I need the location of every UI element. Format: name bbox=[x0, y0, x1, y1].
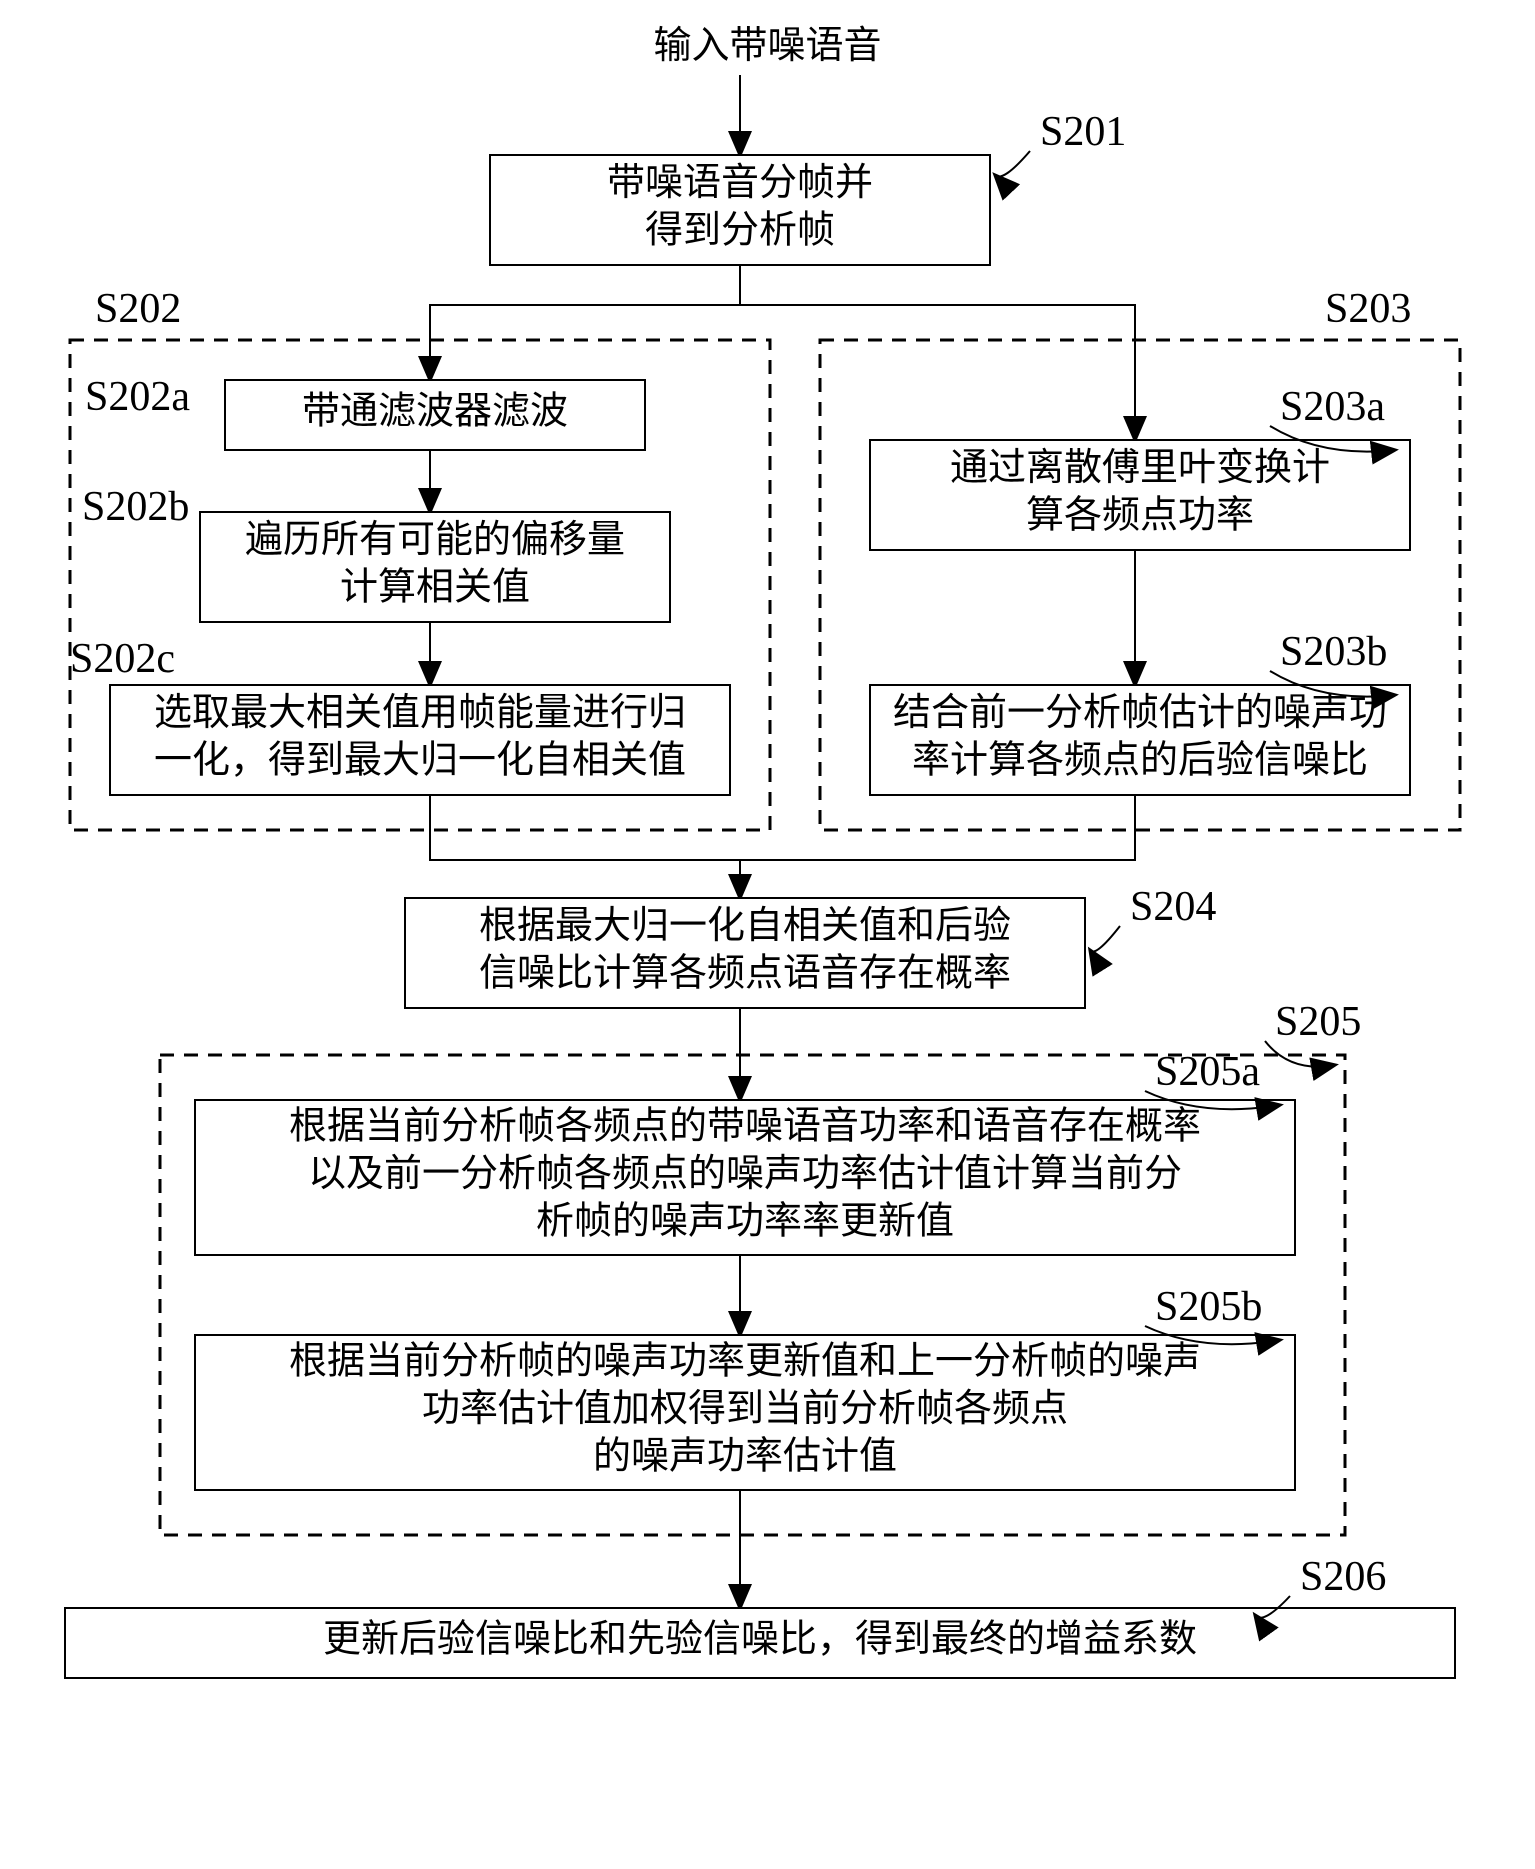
label-s202b: S202b bbox=[82, 484, 189, 530]
flowchart: 带噪语音分帧并得到分析帧带通滤波器滤波遍历所有可能的偏移量计算相关值选取最大相关… bbox=[0, 0, 1535, 1869]
label-s202: S202 bbox=[95, 286, 181, 332]
leader-s204 bbox=[1090, 926, 1120, 952]
title: 输入带噪语音 bbox=[653, 25, 881, 67]
label-s203a: S203a bbox=[1280, 384, 1385, 430]
label-s202a: S202a bbox=[85, 374, 190, 420]
edge-3 bbox=[740, 305, 1135, 440]
label-s204: S204 bbox=[1130, 884, 1216, 930]
edge-8 bbox=[740, 795, 1135, 860]
node-s202a-text: 带通滤波器滤波 bbox=[302, 391, 568, 433]
edge-7 bbox=[430, 795, 740, 860]
label-s203b: S203b bbox=[1280, 629, 1387, 675]
label-s202c: S202c bbox=[70, 636, 175, 682]
label-s205a: S205a bbox=[1155, 1049, 1260, 1095]
node-s206-text: 更新后验信噪比和先验信噪比，得到最终的增益系数 bbox=[323, 1619, 1197, 1661]
label-s206: S206 bbox=[1300, 1554, 1386, 1600]
label-s201: S201 bbox=[1040, 109, 1126, 155]
label-s205: S205 bbox=[1275, 999, 1361, 1045]
leader-s201 bbox=[995, 151, 1030, 177]
label-s203: S203 bbox=[1325, 286, 1411, 332]
label-s205b: S205b bbox=[1155, 1284, 1262, 1330]
edge-2 bbox=[430, 305, 740, 380]
